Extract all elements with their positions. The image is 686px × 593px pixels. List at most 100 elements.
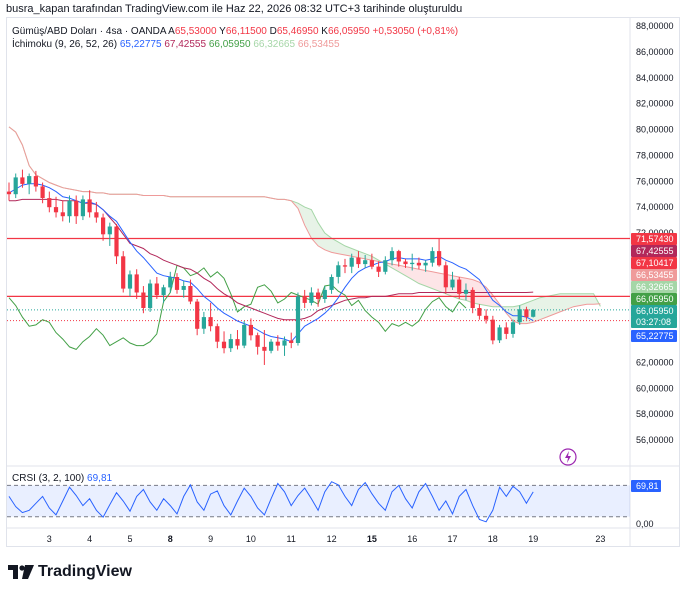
candle-body (47, 198, 52, 208)
price-tick-label: 58,00000 (636, 409, 674, 419)
ichimoku-cloud-segment (539, 296, 547, 320)
ichimoku-legend: İchimoku (9, 26, 52, 26) 65,22775 67,425… (12, 39, 340, 50)
ichimoku-label: İchimoku (9, 26, 52, 26) (12, 39, 118, 50)
ichimoku-cloud-segment (318, 222, 325, 250)
candle-body (161, 287, 166, 296)
crsi-badge (631, 480, 661, 492)
crsi-band-fill (7, 485, 630, 517)
ichimoku-cloud-segment (324, 233, 332, 253)
candle-body (423, 262, 428, 266)
candle-body (168, 277, 173, 288)
price-tick-label: 76,00000 (636, 176, 674, 186)
candle-body (356, 257, 361, 265)
candle-body (13, 177, 18, 195)
candle-body (87, 199, 92, 213)
candle-body (107, 226, 112, 235)
candle-body (289, 340, 294, 343)
chart-caption: busra_kapan tarafından TradingView.com i… (6, 3, 463, 15)
price-tick-label: 84,00000 (636, 73, 674, 83)
candle-body (20, 177, 25, 184)
ichimoku-cloud-segment (311, 209, 319, 246)
price-badge-label: 67,10417 (636, 258, 674, 268)
ichimoku-value: 66,05950 (206, 39, 251, 50)
candle-body (524, 309, 529, 318)
price-change: +0,53050 (+0,81%) (372, 26, 459, 37)
time-tick-label: 12 (327, 534, 337, 544)
crsi-line (8, 481, 534, 523)
price-tick-label: 60,00000 (636, 383, 674, 393)
candle-body (329, 277, 334, 290)
ichimoku-cloud-segment (304, 207, 312, 239)
price-badge (631, 281, 677, 293)
ichimoku-cloud-segment (418, 269, 426, 286)
candle-body (195, 301, 200, 329)
time-tick-label: 16 (407, 534, 417, 544)
price-tick-label: 78,00000 (636, 150, 674, 160)
price-badge (631, 316, 677, 328)
candle-body (154, 283, 159, 296)
candle-body (255, 335, 260, 347)
candle-body (141, 292, 146, 308)
ichimoku-cloud-segment (560, 293, 567, 312)
candle-body (114, 226, 119, 257)
ohlc-value: 66,05950 (327, 26, 370, 37)
time-tick-label: 11 (287, 534, 296, 544)
tradingview-logo[interactable]: TradingView (8, 563, 132, 581)
candle-body (215, 326, 220, 342)
candle-body (275, 341, 280, 346)
price-badge (631, 330, 677, 342)
candle-body (302, 296, 307, 303)
price-tick-label: 74,00000 (636, 202, 674, 212)
crsi-value: 69,81 (87, 473, 113, 484)
crsi-badge-label: 69,81 (636, 481, 659, 491)
candle-body (262, 346, 267, 351)
ichimoku-value: 65,22775 (119, 39, 162, 50)
price-badge-label: 66,05950 (636, 294, 674, 304)
time-tick-label: 9 (208, 534, 213, 544)
ichimoku-cloud-segment (412, 267, 419, 284)
candle-body (437, 251, 442, 266)
time-tick-label: 5 (127, 534, 132, 544)
price-badge-label: 03:27:08 (636, 317, 671, 327)
candle-body (40, 186, 45, 198)
price-tick-label: 82,00000 (636, 99, 674, 109)
time-tick-label: 15 (367, 534, 377, 544)
chart-frame[interactable] (6, 17, 680, 547)
ichimoku-cloud-segment (566, 293, 574, 310)
tradingview-logo-icon (8, 565, 34, 579)
ohlc-value: 65,53000 (174, 26, 217, 37)
kijun-sen-line (9, 198, 534, 321)
price-badge-label: 66,32665 (636, 282, 674, 292)
price-tick-label: 88,00000 (636, 21, 674, 31)
time-tick-label: 8 (168, 534, 173, 544)
price-badge (631, 257, 677, 269)
candle-body (504, 327, 509, 334)
candle-body (269, 341, 274, 351)
price-badge (631, 233, 677, 245)
candle-body (403, 261, 408, 265)
candle-body (376, 266, 381, 272)
candle-body (134, 274, 139, 293)
candle-body (248, 324, 253, 336)
candle-body (450, 279, 455, 288)
lightning-icon[interactable] (559, 448, 577, 466)
ichimoku-cloud-segment (479, 282, 487, 306)
ichimoku-cloud-segment (546, 295, 554, 318)
candle-body (463, 289, 469, 294)
price-tick-label: 62,00000 (636, 357, 674, 367)
time-tick-label: 10 (246, 534, 256, 544)
ohlc-label: D (266, 26, 277, 37)
candle-body (470, 289, 475, 308)
candle-body (410, 262, 415, 265)
ohlc-label: K (318, 26, 328, 37)
price-badge-label: 65,22775 (636, 331, 674, 341)
ichimoku-cloud-segment (580, 293, 587, 306)
price-badge (631, 305, 677, 317)
candle-body (60, 212, 65, 217)
ichimoku-cloud-segment (365, 253, 372, 261)
candle-body (363, 260, 368, 265)
ohlc-values: A65,53000 Y66,11500 D65,46950 K66,05950 (168, 26, 372, 37)
chikou-span-line (8, 264, 467, 350)
ichimoku-cloud-segment (425, 270, 433, 289)
